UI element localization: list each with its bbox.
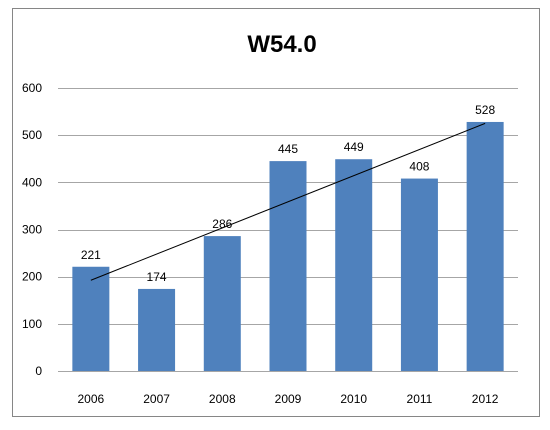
bar-2010 [335, 159, 373, 371]
y-tick-label: 300 [22, 223, 42, 237]
data-label-2010: 449 [344, 140, 364, 154]
x-axis-ticks: 2006 2007 2008 2009 2010 2011 2012 [78, 392, 499, 406]
trendline [90, 122, 486, 281]
bar-2011 [400, 178, 438, 371]
x-tick-label: 2007 [143, 392, 170, 406]
trendline-group [90, 122, 486, 281]
y-tick-label: 500 [22, 128, 42, 142]
bar-2007 [138, 288, 176, 371]
data-label-2007: 174 [147, 270, 167, 284]
x-tick-label: 2009 [275, 392, 302, 406]
bar-2008 [203, 236, 241, 371]
y-tick-label: 100 [22, 317, 42, 331]
x-tick-label: 2008 [209, 392, 236, 406]
data-label-2009: 445 [278, 142, 298, 156]
data-label-2006: 221 [81, 248, 101, 262]
data-label-2008: 286 [212, 217, 232, 231]
bar-2012 [466, 121, 504, 372]
bar-2006 [72, 266, 110, 371]
y-axis-ticks: 0 100 200 300 400 500 600 [22, 81, 42, 378]
data-label-2011: 408 [409, 160, 429, 174]
chart-title: W54.0 [247, 31, 316, 58]
y-tick-label: 400 [22, 175, 42, 189]
x-tick-label: 2011 [407, 392, 433, 406]
y-tick-label: 200 [22, 270, 42, 284]
data-label-2012: 528 [475, 103, 495, 117]
x-tick-label: 2006 [78, 392, 105, 406]
x-tick-label: 2010 [340, 392, 367, 406]
y-tick-label: 600 [22, 81, 42, 95]
bar-2009 [269, 161, 307, 371]
data-labels: 221 174 286 445 449 408 528 [81, 103, 496, 284]
bars [72, 121, 504, 372]
y-tick-label: 0 [35, 364, 42, 378]
x-tick-label: 2012 [472, 392, 499, 406]
